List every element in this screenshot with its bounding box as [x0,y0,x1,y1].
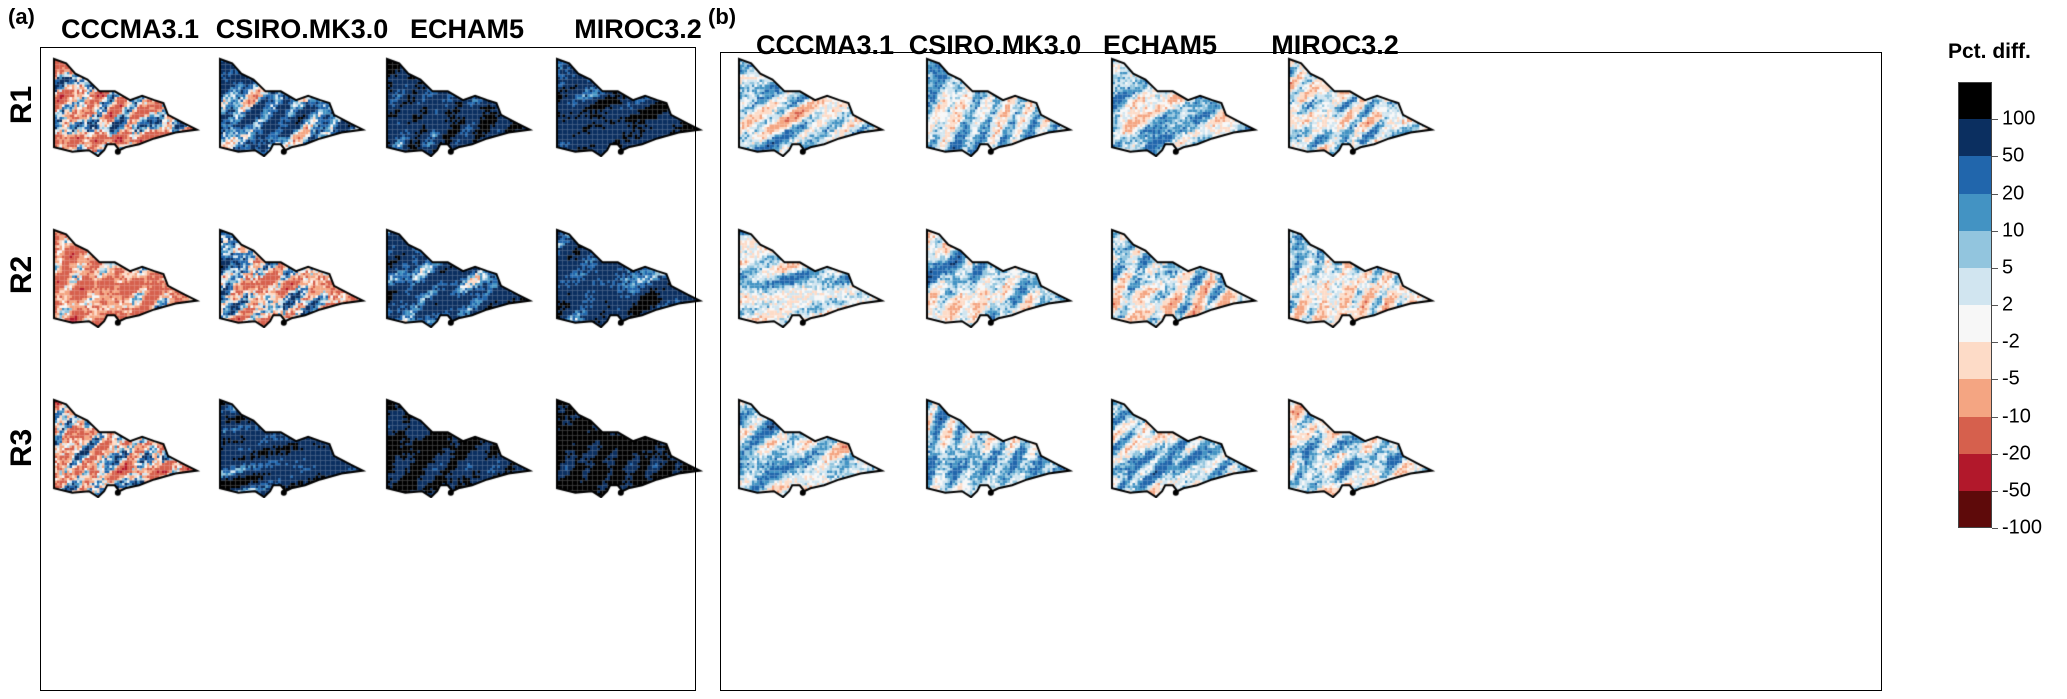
map-a-echam5-row2 [385,228,537,328]
map-b-miroc3-2-row3 [1287,398,1439,498]
legend-tick [1992,230,1998,232]
legend-tick-label: -50 [2002,479,2031,502]
legend-tick-label: 2 [2002,293,2014,316]
map-b-csiro-mk3-0-row1 [925,57,1077,157]
legend-tick-label: 50 [2002,144,2025,167]
map-a-cccma3-1-row1 [52,57,204,157]
panel-b-frame [720,52,1882,691]
col-title-b: ECHAM5 [1102,30,1218,60]
map-a-csiro-mk3-0-row3 [218,398,370,498]
map-b-csiro-mk3-0-row2 [925,228,1077,328]
map-a-echam5-row3 [385,398,537,498]
map-b-echam5-row1 [1110,57,1262,157]
legend-swatch [1958,305,1992,343]
legend-title: Pct. diff. [1948,40,2031,63]
legend-swatch [1958,416,1992,455]
legend-tick-label: 100 [2002,107,2036,130]
legend-frame [1958,82,1992,528]
legend-tick-label: -10 [2002,405,2031,427]
legend-tick-label: 5 [2002,256,2014,279]
map-a-cccma3-1-row2 [52,228,204,328]
legend-swatch [1958,82,1992,120]
map-a-cccma3-1-row3 [52,398,204,498]
legend-swatch [1958,342,1992,380]
map-a-miroc3-2-row1 [555,57,707,157]
legend-tick [1992,156,1998,158]
legend-tick [1992,453,1998,455]
legend-tick [1992,305,1998,306]
col-title-a: ECHAM5 [409,14,525,44]
panel-a-frame [40,47,696,691]
legend-swatch [1958,119,1992,157]
col-title-a: MIROC3.2 [574,14,702,44]
legend-tick [1992,193,1998,195]
map-b-cccma3-1-row3 [737,398,889,498]
col-title-b: CSIRO.MK3.0 [908,30,1082,60]
col-title-b: MIROC3.2 [1271,30,1399,60]
legend-tick-label: 10 [2002,219,2025,242]
legend-swatch [1958,193,1992,232]
legend-tick-label: -20 [2002,442,2031,465]
map-a-echam5-row1 [385,57,537,157]
legend-tick-label: -100 [2002,516,2043,539]
col-title-b: CCCMA3.1 [755,30,895,60]
map-b-cccma3-1-row1 [737,57,889,157]
color-legend: 100 50 20 10 5 2 -2 -5 -10 -20 -50 -100 [1958,82,2067,539]
legend-tick [1992,528,1998,529]
row-label: R1 [5,85,38,125]
col-title-a: CCCMA3.1 [60,14,200,44]
legend-swatch [1958,453,1992,492]
map-b-csiro-mk3-0-row3 [925,398,1077,498]
map-a-miroc3-2-row3 [555,398,707,498]
legend-swatch [1958,230,1992,269]
map-a-csiro-mk3-0-row2 [218,228,370,328]
panel-a-label: (a) [8,4,35,29]
legend-swatch [1958,156,1992,194]
map-a-miroc3-2-row2 [555,228,707,328]
map-b-echam5-row3 [1110,398,1262,498]
map-b-miroc3-2-row2 [1287,228,1439,328]
legend-tick-label: -2 [2002,330,2020,353]
legend-swatch [1958,490,1992,529]
legend-tick [1992,416,1998,418]
legend-tick [1992,119,1998,121]
map-a-csiro-mk3-0-row1 [218,57,370,157]
legend-tick-label: 20 [2002,182,2025,204]
row-label: R3 [5,428,38,468]
row-label: R2 [5,255,38,295]
col-title-a: CSIRO.MK3.0 [215,14,389,44]
map-b-cccma3-1-row2 [737,228,889,328]
panel-b-label: (b) [708,4,737,29]
legend-tick [1992,490,1998,492]
legend-tick [1992,379,1998,381]
legend-swatch [1958,379,1992,417]
legend-tick-label: -5 [2002,367,2020,390]
legend-tick [1992,267,1998,269]
legend-swatch [1958,267,1992,306]
legend-tick [1992,342,1998,344]
map-b-miroc3-2-row1 [1287,57,1439,157]
map-b-echam5-row2 [1110,228,1262,328]
